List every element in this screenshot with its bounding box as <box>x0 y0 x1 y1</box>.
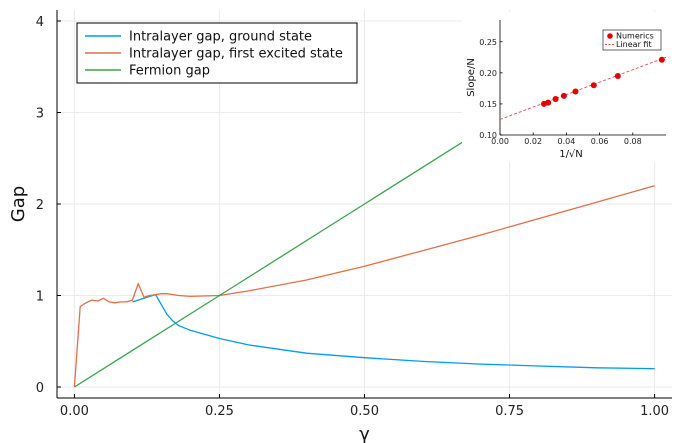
inset-x-tick-label: 0.00 <box>491 137 509 146</box>
inset-x-tick-label: 0.06 <box>591 137 609 146</box>
inset-legend-marker-numerics <box>607 33 613 39</box>
inset-y-tick-label: 0.20 <box>479 69 497 78</box>
inset-data-point <box>590 82 597 89</box>
y-tick-label: 2 <box>36 198 44 213</box>
inset-linear-fit-line <box>499 56 667 120</box>
y-tick-label: 4 <box>36 15 44 30</box>
x-tick-label: 0.75 <box>495 404 524 419</box>
inset-x-tick-label: 0.04 <box>557 137 575 146</box>
x-axis-label: γ <box>359 424 370 443</box>
y-tick-label: 0 <box>36 381 44 396</box>
inset-legend-label: Linear fit <box>616 40 652 49</box>
legend-label: Fermion gap <box>129 64 210 79</box>
x-tick-label: 0.50 <box>350 404 379 419</box>
series-line-1 <box>73 185 655 388</box>
y-tick-label: 1 <box>36 290 44 305</box>
inset-data-point <box>552 95 559 102</box>
x-tick-label: 0.00 <box>60 404 89 419</box>
inset-data-point <box>614 72 621 79</box>
inset-y-tick-label: 0.10 <box>479 131 497 140</box>
inset-legend-box <box>602 29 662 51</box>
inset-legend-label: Numerics <box>616 32 654 41</box>
legend-label: Intralayer gap, ground state <box>129 30 312 45</box>
x-tick-label: 0.25 <box>205 404 234 419</box>
legend-box <box>76 22 358 84</box>
y-tick-label: 3 <box>36 106 44 121</box>
inset-axes: 0.00 0.02 0.04 0.06 0.08 0.10 0.15 0.20 0.25 1/√N… <box>462 12 672 162</box>
y-axis-label: Gap <box>8 186 29 222</box>
inset-x-tick-label: 0.08 <box>624 137 642 146</box>
inset-x-axis-label: 1/√N <box>559 149 583 160</box>
inset-data-point <box>560 92 567 99</box>
inset-x-tick-label: 0.02 <box>524 137 542 146</box>
inset-y-tick-label: 0.15 <box>479 100 497 109</box>
inset-data-point <box>545 99 552 106</box>
inset-data-point <box>572 88 579 95</box>
series-line-0 <box>132 293 655 370</box>
main-axes: 0.00 0.25 0.50 0.75 1.00 0 1 2 3 4 γ Gap Intralayer … <box>8 10 672 443</box>
series-line-2 <box>74 139 467 388</box>
inset-data-point <box>658 56 665 63</box>
x-tick-label: 1.00 <box>640 404 669 419</box>
legend-label: Intralayer gap, first excited state <box>129 47 343 62</box>
inset-y-axis-label: Slope/N <box>466 58 477 97</box>
inset-y-tick-label: 0.25 <box>479 38 497 47</box>
